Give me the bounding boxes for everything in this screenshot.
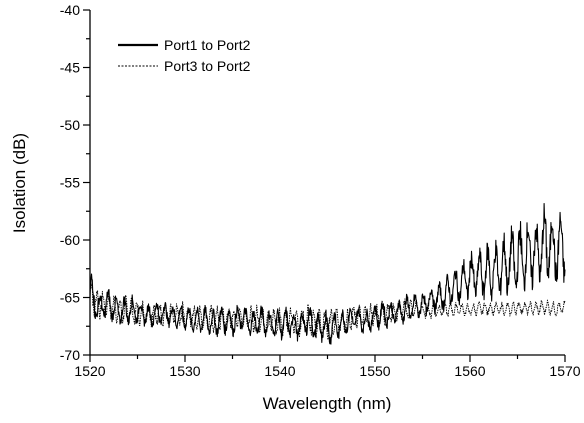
x-tick-label: 1530 <box>169 363 200 379</box>
x-tick-label: 1560 <box>454 363 485 379</box>
y-tick-label: -65 <box>60 290 80 306</box>
axis-ticks <box>83 9 566 362</box>
series-port3-to-port2 <box>89 283 566 341</box>
x-axis-title: Wavelength (nm) <box>263 394 392 413</box>
y-axis-title: Isolation (dB) <box>10 133 29 233</box>
y-tick-label: -55 <box>60 175 80 191</box>
y-tick-label: -50 <box>60 117 80 133</box>
y-tick-label: -45 <box>60 60 80 76</box>
y-tick-labels: -40 -45 -50 -55 -60 -65 -70 <box>60 2 80 363</box>
legend-label-port3: Port3 to Port2 <box>164 58 251 74</box>
legend: Port1 to Port2 Port3 to Port2 <box>118 37 251 74</box>
series-port1-to-port2 <box>89 202 566 345</box>
x-tick-labels: 1520 1530 1540 1550 1560 1570 <box>74 363 580 379</box>
x-tick-label: 1520 <box>74 363 105 379</box>
chart-traces <box>89 202 566 345</box>
x-tick-label: 1550 <box>359 363 390 379</box>
legend-label-port1: Port1 to Port2 <box>164 37 251 53</box>
y-tick-label: -40 <box>60 2 80 18</box>
axes <box>89 10 565 356</box>
y-tick-label: -60 <box>60 232 80 248</box>
y-tick-label: -70 <box>60 347 80 363</box>
x-tick-label: 1540 <box>264 363 295 379</box>
x-tick-label: 1570 <box>549 363 580 379</box>
